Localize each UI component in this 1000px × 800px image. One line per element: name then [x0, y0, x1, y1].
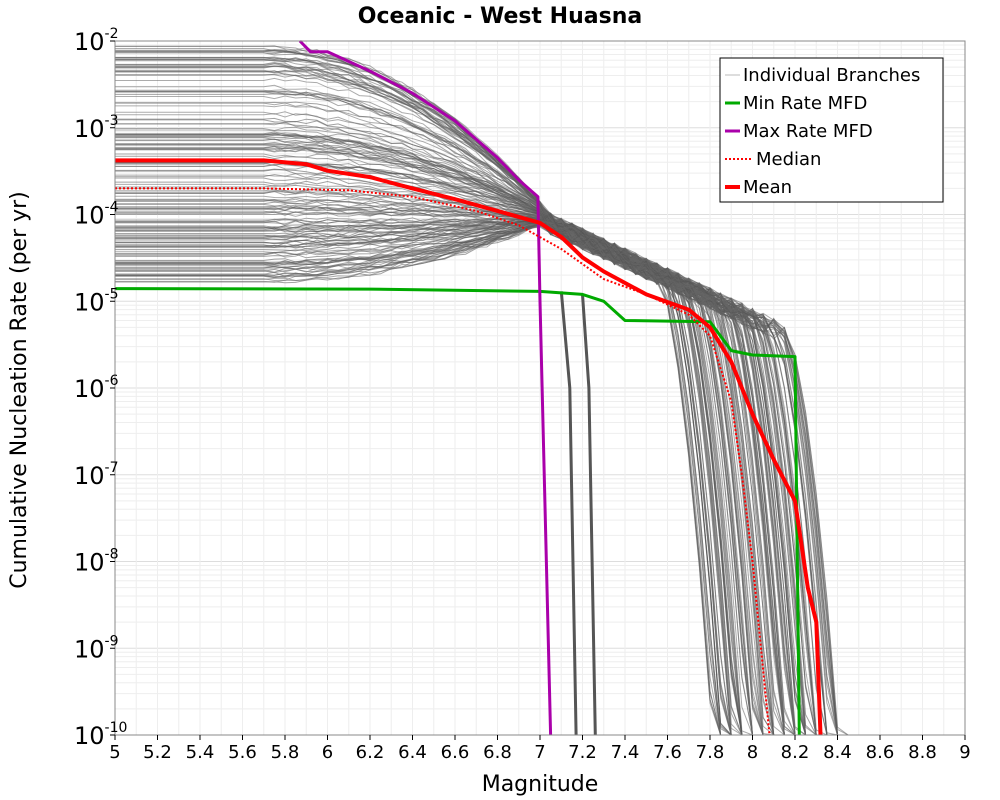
branch-line	[115, 102, 838, 736]
x-axis-label: Magnitude	[482, 772, 599, 797]
x-tick-label: 5.6	[228, 742, 257, 763]
y-tick-exponent: -2	[105, 26, 119, 42]
y-tick-exponent: -5	[105, 286, 119, 302]
y-axis-ticks: 10-210-310-410-510-610-710-810-910-10	[74, 26, 127, 750]
x-tick-label: 9	[959, 742, 970, 763]
branch-line	[115, 212, 743, 736]
x-tick-label: 6.2	[356, 742, 385, 763]
branch-line	[115, 146, 775, 736]
x-tick-label: 8.2	[781, 742, 810, 763]
x-tick-label: 6.6	[441, 742, 470, 763]
individual-branches	[115, 45, 849, 736]
x-tick-label: 6.8	[483, 742, 512, 763]
y-tick-label: 10-8	[74, 547, 119, 577]
x-tick-label: 7.6	[653, 742, 682, 763]
x-tick-label: 8.8	[908, 742, 937, 763]
y-tick-label: 10-3	[74, 113, 119, 143]
x-tick-label: 5.8	[271, 742, 300, 763]
series-line-min-rate-mfd	[114, 287, 801, 736]
branch-line	[115, 221, 775, 736]
branch-line	[115, 213, 828, 736]
series-line-unnamed	[581, 294, 597, 736]
x-tick-label: 6.4	[398, 742, 427, 763]
x-tick-label: 7.8	[696, 742, 725, 763]
series-line-max-rate-mfd	[298, 39, 553, 736]
x-tick-label: 7.4	[611, 742, 640, 763]
series-lines	[114, 39, 823, 736]
legend: Individual Branches Min Rate MFD Max Rate …	[719, 57, 944, 203]
chart-title: Oceanic - West Huasna	[358, 4, 642, 29]
x-tick-label: 6	[322, 742, 333, 763]
x-axis-ticks: 5 5.2 5.4 5.6 5.8 6 6.2 6.4 6.6 6.8 7 7.2 7.4 7.6 7.8 8…	[109, 735, 971, 763]
x-tick-label: 8	[747, 742, 758, 763]
x-tick-label: 8.4	[823, 742, 852, 763]
legend-label: Median	[756, 149, 821, 170]
series-line-unnamed	[559, 291, 578, 736]
x-tick-label: 8.6	[866, 742, 895, 763]
y-tick-exponent: -6	[105, 373, 119, 389]
y-tick-exponent: -4	[105, 200, 119, 216]
series-line-median	[115, 187, 771, 736]
branch-line	[115, 204, 828, 736]
legend-label: Individual Branches	[743, 65, 920, 86]
x-tick-label: 5.4	[186, 742, 215, 763]
branch-line	[115, 138, 785, 736]
legend-box	[719, 57, 944, 203]
legend-label: Mean	[743, 177, 792, 198]
series-line-mean	[115, 158, 823, 736]
x-tick-label: 5	[109, 742, 120, 763]
branch-line	[115, 153, 785, 736]
branch-line	[115, 65, 817, 736]
branch-line	[115, 65, 796, 736]
branch-line	[115, 217, 796, 736]
y-tick-exponent: -9	[105, 633, 119, 649]
y-tick-exponent: -10	[105, 720, 128, 736]
y-tick-exponent: -3	[105, 113, 119, 129]
branch-line	[115, 223, 849, 736]
x-tick-label: 7.2	[568, 742, 597, 763]
y-axis-label: Cumulative Nucleation Rate (per yr)	[7, 191, 32, 589]
legend-label: Min Rate MFD	[743, 93, 867, 114]
y-tick-exponent: -8	[105, 547, 119, 563]
legend-label: Max Rate MFD	[743, 121, 873, 142]
x-tick-label: 7	[534, 742, 545, 763]
y-tick-exponent: -7	[105, 460, 119, 476]
x-tick-label: 5.2	[143, 742, 172, 763]
